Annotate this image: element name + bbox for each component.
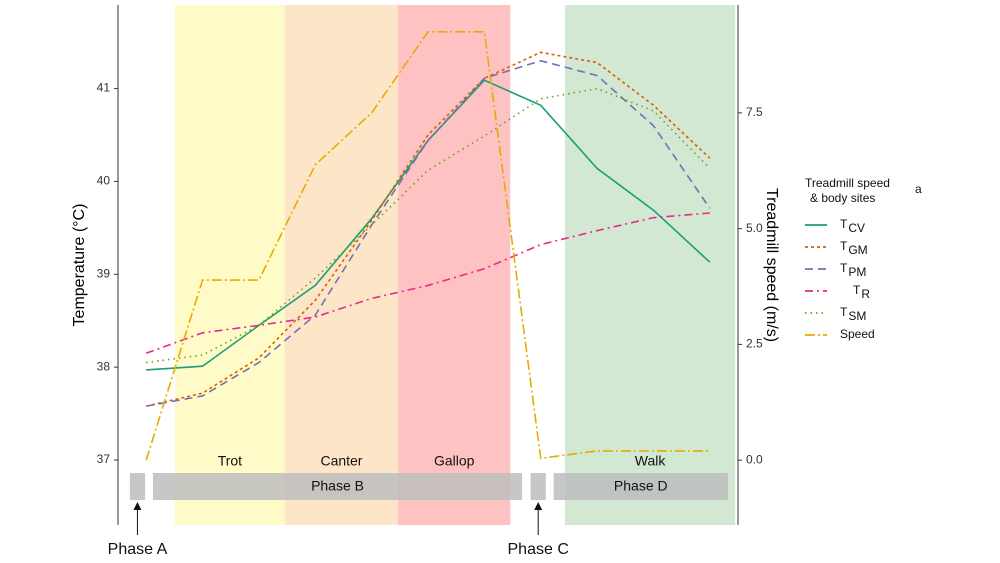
legend-label: Speed (840, 327, 875, 341)
series-line (145, 31, 710, 461)
y-tick-label: 37 (97, 452, 111, 466)
y-tick-label: 41 (97, 81, 111, 95)
legend-subscript: GM (848, 243, 867, 257)
y2-tick-label: 5.0 (746, 221, 763, 235)
phase-label: Phase A (108, 541, 168, 558)
legend-subscript: CV (848, 221, 865, 235)
band-label: Canter (320, 453, 362, 469)
phase-bar (553, 473, 728, 500)
legend-title-sup: a (915, 182, 922, 196)
phase-band (564, 5, 736, 525)
band-label: Gallop (434, 453, 475, 469)
legend-label: T (840, 217, 848, 231)
y2-tick-label: 0.0 (746, 452, 763, 466)
y-axis-label: Temperature (°C) (71, 204, 88, 327)
band-label: Walk (635, 453, 667, 469)
phase-label: Phase B (311, 478, 364, 494)
phase-label: Phase C (508, 541, 569, 558)
legend-label: T (840, 239, 848, 253)
y2-tick-label: 2.5 (746, 337, 763, 351)
phase-band (398, 5, 511, 525)
y2-axis-label: Treadmill speed (m/s) (763, 188, 780, 342)
y-tick-label: 38 (97, 359, 111, 373)
lines (145, 31, 711, 461)
bands: Trot Canter Gallop Walk Phase A Phase B Phase … (108, 5, 736, 558)
phase-bar (152, 473, 523, 500)
legend-title: & body sites (810, 191, 875, 205)
legend-subscript: SM (848, 309, 866, 323)
legend-label: T (853, 283, 861, 297)
legend-label: T (840, 305, 848, 319)
legend-subscript: PM (848, 265, 866, 279)
y-tick-label: 39 (97, 266, 111, 280)
phase-label: Phase D (614, 478, 668, 494)
series-line (146, 51, 711, 407)
phase-bar (129, 473, 146, 500)
y-tick-label: 40 (97, 174, 111, 188)
series-line (145, 212, 710, 354)
phase-band (284, 5, 399, 525)
band-label: Trot (218, 453, 242, 469)
series-line (146, 59, 711, 407)
y2-tick-label: 7.5 (746, 105, 763, 119)
phase-bar (530, 473, 546, 500)
legend-title: Treadmill speed (805, 176, 890, 190)
series-line (146, 87, 711, 364)
legend-label: T (840, 261, 848, 275)
legend-subscript: R (861, 287, 870, 301)
arrow-head (534, 502, 543, 510)
arrow-head (133, 502, 142, 510)
phase-band (174, 5, 285, 525)
